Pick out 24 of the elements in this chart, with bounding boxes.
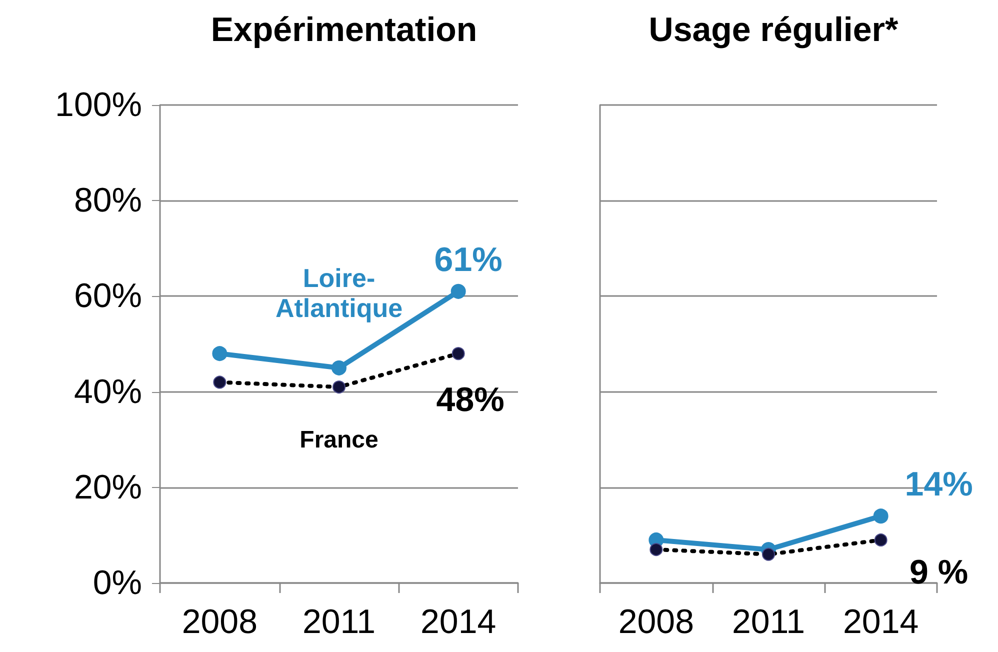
y-tick-label: 40% [74, 372, 142, 411]
point [212, 346, 228, 362]
y-tick-label: 0% [92, 564, 142, 602]
x-tick-label: 2008 [182, 603, 258, 641]
chart-title: Expérimentation [210, 11, 478, 49]
series-label: Loire-Atlantique [275, 262, 403, 323]
point [873, 508, 888, 524]
x-tick-label: 2011 [302, 603, 376, 641]
chart-title: Usage régulier* [648, 11, 899, 49]
x-tick-label: 2011 [732, 603, 806, 641]
series-label: France [300, 426, 378, 454]
point [332, 360, 346, 376]
data-label: 14% [904, 466, 973, 504]
point [450, 284, 466, 299]
data-label: 48% [436, 381, 504, 420]
y-tick-label: 60% [74, 277, 142, 316]
x-tick-label: 2008 [618, 603, 694, 641]
y-tick-label: 20% [74, 468, 142, 506]
data-label: 61% [434, 240, 502, 279]
y-tick-label: 100% [55, 86, 142, 124]
y-tick-label: 80% [74, 182, 142, 220]
x-tick-label: 2014 [843, 603, 919, 641]
x-tick-label: 2014 [420, 603, 496, 641]
data-label: 9 % [910, 553, 968, 592]
